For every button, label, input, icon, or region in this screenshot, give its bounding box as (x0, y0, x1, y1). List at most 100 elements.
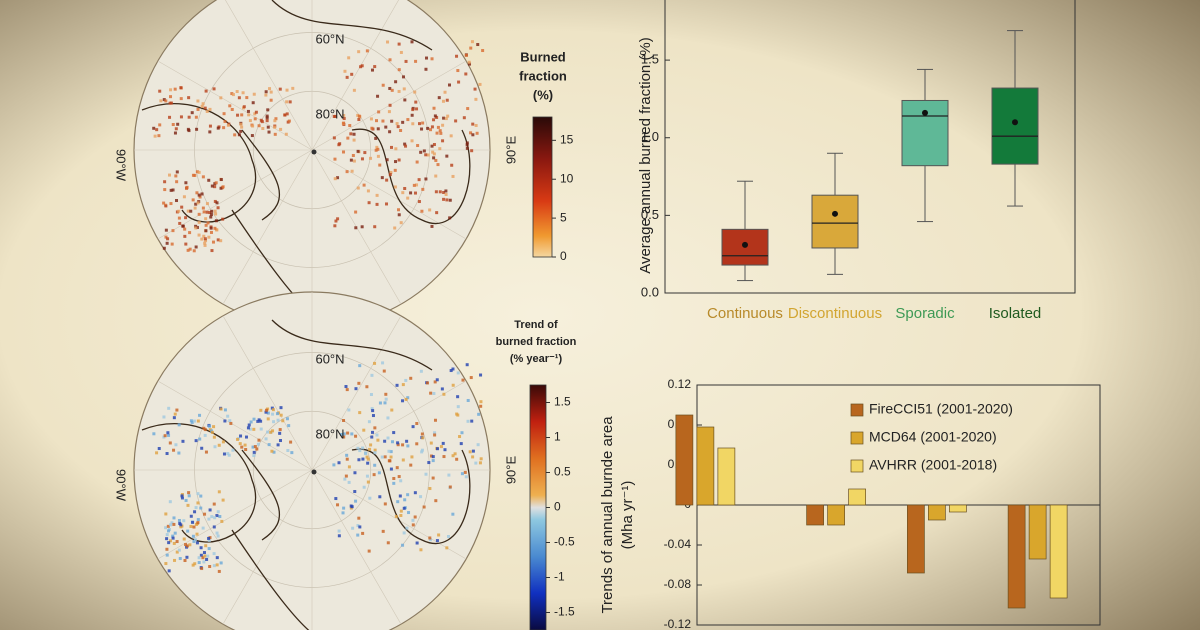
burn-pixel (177, 451, 181, 455)
pole (311, 149, 317, 155)
burn-pixel (420, 209, 424, 213)
burn-pixel (175, 550, 179, 554)
burn-pixel (165, 553, 169, 557)
burn-pixel (269, 430, 273, 434)
burn-pixel (445, 198, 449, 202)
burn-pixel (445, 546, 449, 550)
burn-pixel (367, 420, 371, 424)
burn-pixel (213, 209, 217, 213)
burn-pixel (165, 452, 169, 456)
burn-pixel (217, 490, 221, 494)
burn-pixel (369, 117, 373, 121)
burn-pixel (203, 237, 207, 241)
burn-pixel (273, 132, 277, 136)
burn-pixel (265, 119, 269, 123)
burn-pixel (269, 98, 273, 102)
burn-pixel (441, 123, 445, 127)
burn-pixel (171, 536, 175, 540)
burn-pixel (257, 438, 261, 442)
burn-pixel (345, 453, 349, 457)
burn-pixel (466, 107, 470, 111)
burn-pixel (387, 449, 391, 453)
burn-pixel (342, 117, 346, 121)
burn-pixel (419, 150, 423, 154)
burn-pixel (380, 455, 384, 459)
burn-pixel (152, 126, 156, 130)
burn-pixel (451, 383, 455, 387)
burn-pixel (196, 518, 200, 522)
burn-pixel (221, 185, 225, 189)
burn-pixel (429, 454, 433, 458)
burn-pixel (172, 448, 176, 452)
burn-pixel (166, 237, 170, 241)
burn-pixel (235, 90, 239, 94)
burn-pixel (167, 433, 171, 437)
burn-pixel (221, 217, 225, 221)
burn-pixel (386, 541, 390, 545)
burn-pixel (381, 529, 385, 533)
burn-pixel (420, 432, 424, 436)
burn-pixel (401, 543, 405, 547)
burn-pixel (222, 112, 226, 116)
burn-pixel (388, 130, 392, 134)
burn-pixel (429, 128, 433, 132)
burn-pixel (371, 430, 375, 434)
burn-pixel (273, 119, 277, 123)
burn-pixel (463, 470, 467, 474)
burn-pixel (165, 547, 169, 551)
burn-pixel (396, 500, 400, 504)
burn-pixel (333, 177, 337, 181)
burn-pixel (251, 124, 255, 128)
burn-pixel (406, 396, 410, 400)
burn-pixel (185, 185, 189, 189)
burn-pixel (451, 174, 455, 178)
burn-pixel (207, 517, 211, 521)
burn-pixel (399, 221, 403, 225)
burn-pixel (464, 72, 468, 76)
burn-pixel (216, 510, 220, 514)
burn-pixel (187, 96, 191, 100)
burn-pixel (204, 217, 208, 221)
burn-pixel (376, 438, 380, 442)
burn-pixel (162, 246, 166, 250)
burn-pixel (374, 136, 378, 140)
burn-pixel (279, 413, 283, 417)
burn-pixel (384, 392, 388, 396)
burn-pixel (434, 499, 438, 503)
burn-pixel (461, 378, 465, 382)
burn-pixel (210, 249, 214, 253)
colorbar-tick-label: 1 (554, 430, 561, 444)
burn-pixel (171, 123, 175, 127)
burn-pixel (179, 86, 183, 90)
burn-pixel (467, 60, 471, 64)
burn-pixel (475, 131, 479, 135)
burn-pixel (205, 202, 209, 206)
burn-pixel (356, 113, 360, 117)
burn-pixel (393, 226, 397, 230)
burn-pixel (179, 115, 183, 119)
burn-pixel (167, 529, 171, 533)
burn-pixel (354, 210, 358, 214)
burn-pixel (174, 174, 178, 178)
burn-pixel (448, 83, 452, 87)
burn-pixel (196, 99, 200, 103)
burn-pixel (257, 124, 261, 128)
burn-pixel (388, 173, 392, 177)
burn-pixel (215, 563, 219, 567)
burn-pixel (270, 449, 274, 453)
box (991, 87, 1039, 165)
burn-pixel (168, 101, 172, 105)
burn-pixel (347, 480, 351, 484)
burn-pixel (177, 423, 181, 427)
bar (696, 426, 715, 506)
burn-pixel (432, 106, 436, 110)
burn-pixel (347, 465, 351, 469)
burn-pixel (426, 126, 430, 130)
burn-pixel (253, 117, 257, 121)
burn-pixel (436, 163, 440, 167)
burn-pixel (370, 407, 374, 411)
burn-pixel (406, 444, 410, 448)
y-tick-label: 0.0 (641, 284, 659, 299)
colorbar-tick-label: 15 (560, 133, 574, 147)
burn-pixel (456, 69, 460, 73)
